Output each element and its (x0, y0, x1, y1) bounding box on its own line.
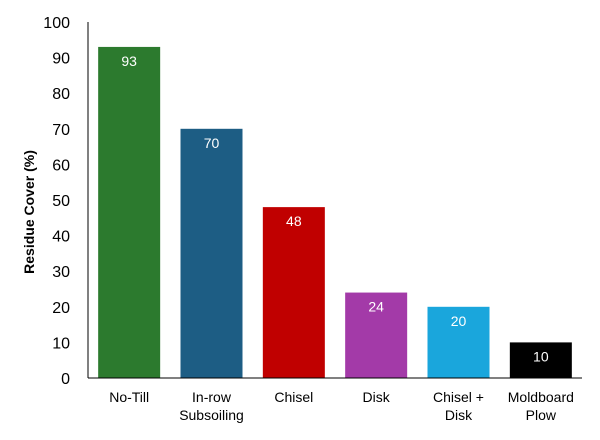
y-tick-label: 20 (52, 300, 70, 317)
bar (509, 342, 572, 378)
y-axis-ticks: 0 10 20 30 40 50 60 70 80 90 100 (43, 15, 70, 388)
bar-value-label: 48 (286, 213, 302, 229)
y-tick-label: 50 (52, 193, 70, 210)
y-tick-label: 70 (52, 122, 70, 139)
y-tick-label: 40 (52, 229, 70, 246)
category-label: Disk (363, 389, 391, 405)
y-tick-label: 10 (52, 335, 70, 352)
category-label: No-Till (109, 389, 149, 405)
bar-value-label: 93 (121, 53, 137, 69)
y-tick-label: 60 (52, 157, 70, 174)
category-labels: No-Till In-row Subsoiling Chisel Disk Chisel … (109, 389, 574, 423)
bar-value-label: 24 (368, 299, 384, 315)
y-axis-title: Residue Cover (%) (21, 150, 37, 274)
y-tick-label: 30 (52, 264, 70, 281)
y-tick-label: 80 (52, 86, 70, 103)
bar-value-label: 20 (451, 313, 467, 329)
category-label: Chisel (274, 389, 313, 405)
value-labels: 93 70 48 24 20 10 (121, 53, 548, 364)
bar (345, 292, 408, 378)
y-tick-label: 90 (52, 51, 70, 68)
bar (427, 306, 490, 378)
category-label: Chisel + Disk (433, 389, 484, 423)
bar (180, 128, 243, 378)
y-tick-label: 100 (43, 15, 70, 32)
y-tick-label: 0 (61, 371, 70, 388)
bar-value-label: 70 (204, 135, 220, 151)
category-label: Moldboard Plow (508, 389, 574, 423)
bar (262, 207, 325, 378)
category-label: In-row Subsoiling (179, 389, 244, 423)
bars (98, 46, 572, 379)
bar (98, 46, 161, 379)
bar-value-label: 10 (533, 348, 549, 364)
